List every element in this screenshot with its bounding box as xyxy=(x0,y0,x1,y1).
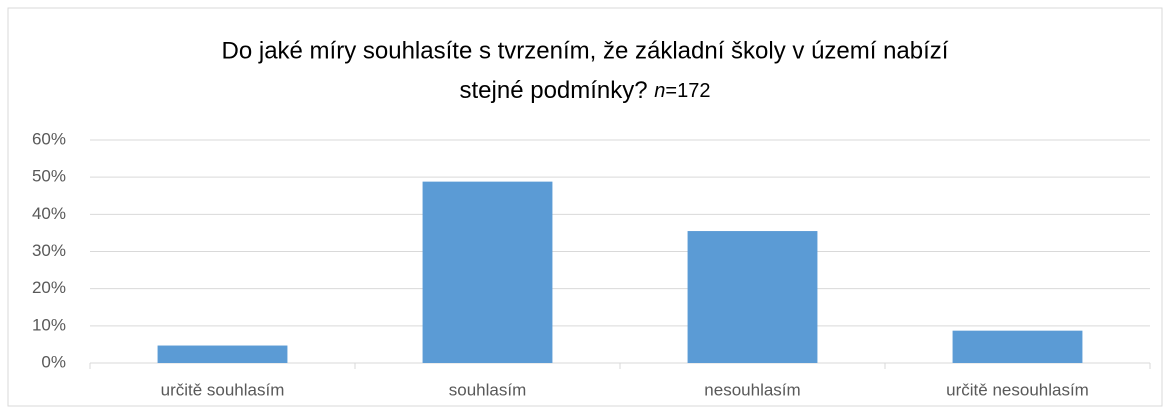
chart-title: stejné podmínky? xyxy=(460,77,648,104)
annotation: =172 xyxy=(665,80,710,102)
bar xyxy=(952,330,1083,363)
x-tick-label: určitě nesouhlasím xyxy=(946,380,1089,399)
y-tick-label: 10% xyxy=(32,315,66,334)
chart-title: Do jaké míry souhlasíte s tvrzením, že z… xyxy=(222,37,949,64)
x-tick-label: určitě souhlasím xyxy=(161,380,285,399)
y-tick-label: 40% xyxy=(32,204,66,223)
bar xyxy=(687,231,818,363)
chart-title: stejné podmínky? n=172 xyxy=(460,77,711,104)
y-tick-label: 0% xyxy=(41,352,66,371)
bar xyxy=(157,345,288,363)
x-tick-label: souhlasím xyxy=(449,380,526,399)
annotation: n xyxy=(654,80,665,102)
y-tick-label: 50% xyxy=(32,167,66,186)
bar xyxy=(422,181,553,363)
y-tick-label: 30% xyxy=(32,241,66,260)
y-tick-label: 20% xyxy=(32,278,66,297)
x-tick-label: nesouhlasím xyxy=(704,380,800,399)
y-tick-label: 60% xyxy=(32,129,66,148)
